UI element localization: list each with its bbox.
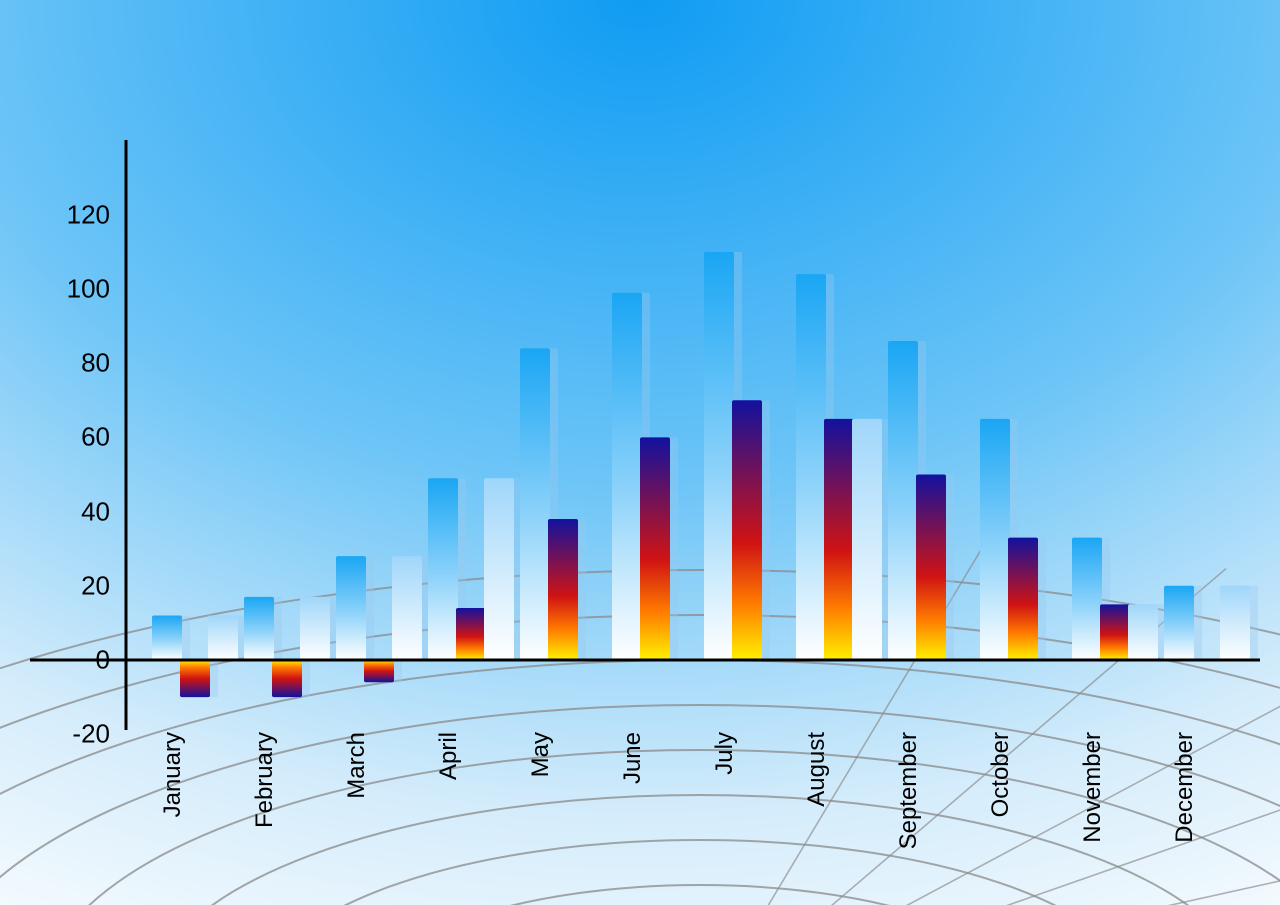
bar-series-b [548, 519, 578, 660]
bar-series-a [1072, 538, 1102, 660]
bar-series-b [732, 400, 762, 660]
bar-series-a [520, 348, 550, 660]
x-category-label: February [251, 732, 279, 828]
y-tick-label: 80 [0, 348, 110, 379]
y-tick-label: -20 [0, 719, 110, 750]
bar-series-a [612, 293, 642, 660]
x-category-label: August [803, 732, 831, 807]
x-category-label: September [895, 732, 923, 849]
bar-series-a [704, 252, 734, 660]
x-category-label: November [1079, 732, 1107, 843]
bar-series-b [364, 660, 394, 682]
bar-series-a [980, 419, 1010, 660]
bar-series-c [1220, 586, 1250, 660]
bar-series-b [180, 660, 210, 697]
bar-series-a [244, 597, 274, 660]
x-category-label: May [527, 732, 555, 777]
bar-series-a [336, 556, 366, 660]
bar-series-c [392, 556, 422, 660]
x-category-label: July [711, 732, 739, 775]
x-category-label: April [435, 732, 463, 780]
bar-series-c [852, 419, 882, 660]
y-tick-label: 120 [0, 199, 110, 230]
y-tick-label: 40 [0, 496, 110, 527]
x-category-label: October [987, 732, 1015, 817]
bar-series-c [484, 478, 514, 660]
y-tick-label: 100 [0, 274, 110, 305]
x-category-label: January [159, 732, 187, 817]
bar-series-a [428, 478, 458, 660]
x-category-label: June [619, 732, 647, 784]
bar-series-c [1128, 604, 1158, 660]
bar-series-b [1100, 604, 1130, 660]
bar-series-b [916, 475, 946, 661]
bar-series-a [1164, 586, 1194, 660]
bar-series-b [824, 419, 854, 660]
y-tick-label: 0 [0, 645, 110, 676]
bar-series-c [208, 615, 238, 660]
bar-series-b [640, 437, 670, 660]
y-tick-label: 20 [0, 570, 110, 601]
bar-series-a [888, 341, 918, 660]
bar-series-a [152, 615, 182, 660]
x-category-label: March [343, 732, 371, 799]
chart-root: -20 0 20 40 60 80 100 120 January February March A… [0, 0, 1280, 905]
y-tick-label: 60 [0, 422, 110, 453]
bar-series-b [456, 608, 486, 660]
bar-series-c [300, 597, 330, 660]
bar-series-b [272, 660, 302, 697]
bar-series-b [1008, 538, 1038, 660]
x-category-label: December [1171, 732, 1199, 843]
bar-series-a [796, 274, 826, 660]
